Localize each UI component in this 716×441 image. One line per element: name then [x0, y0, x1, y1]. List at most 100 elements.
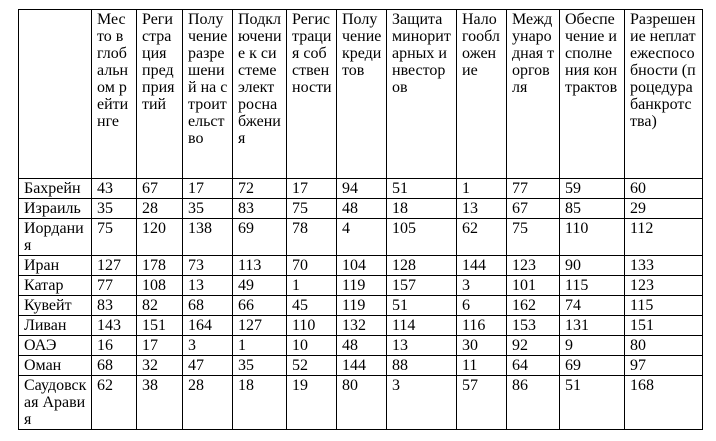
value-cell: 127 [91, 255, 137, 276]
value-cell: 178 [136, 255, 183, 276]
value-cell: 80 [336, 375, 387, 430]
value-cell: 9 [559, 335, 625, 356]
value-cell: 13 [456, 198, 507, 219]
value-cell: 18 [386, 198, 457, 219]
value-cell: 69 [232, 218, 287, 256]
value-cell: 67 [506, 198, 560, 219]
value-cell: 115 [559, 275, 625, 296]
table-row-oman: Оман 68 32 47 35 52 144 88 11 64 69 97 [18, 355, 703, 376]
value-cell: 77 [506, 178, 560, 199]
value-cell: 67 [136, 178, 183, 199]
value-cell: 49 [232, 275, 287, 296]
value-cell: 72 [232, 178, 287, 199]
value-cell: 35 [91, 198, 137, 219]
value-cell: 59 [559, 178, 625, 199]
value-cell: 151 [136, 315, 183, 336]
value-cell: 144 [456, 255, 507, 276]
country-cell: Бахрейн [18, 178, 92, 199]
value-cell: 13 [182, 275, 233, 296]
value-cell: 64 [506, 355, 560, 376]
country-cell: Кувейт [18, 295, 92, 316]
table-row-iran: Иран 127 178 73 113 70 104 128 144 123 9… [18, 255, 703, 276]
value-cell: 75 [91, 218, 137, 256]
value-cell: 77 [91, 275, 137, 296]
column-header-minority-investor-protection: Защита миноритарных инвесторов [386, 9, 457, 179]
value-cell: 82 [136, 295, 183, 316]
value-cell: 28 [136, 198, 183, 219]
value-cell: 164 [182, 315, 233, 336]
value-cell: 10 [286, 335, 337, 356]
value-cell: 83 [91, 295, 137, 316]
value-cell: 13 [386, 335, 457, 356]
value-cell: 119 [336, 275, 387, 296]
value-cell: 73 [182, 255, 233, 276]
column-header-international-trade: Международная торговля [506, 9, 560, 179]
value-cell: 51 [559, 375, 625, 430]
value-cell: 85 [559, 198, 625, 219]
value-cell: 48 [336, 335, 387, 356]
header-row: Место в глобальном рейтинге Регистрация … [18, 9, 703, 179]
value-cell: 57 [456, 375, 507, 430]
value-cell: 51 [386, 178, 457, 199]
value-cell: 17 [182, 178, 233, 199]
value-cell: 4 [336, 218, 387, 256]
value-cell: 123 [624, 275, 703, 296]
table-row-bahrain: Бахрейн 43 67 17 72 17 94 51 1 77 59 60 [18, 178, 703, 199]
value-cell: 133 [624, 255, 703, 276]
country-cell: Оман [18, 355, 92, 376]
value-cell: 74 [559, 295, 625, 316]
value-cell: 115 [624, 295, 703, 316]
column-header-blank [18, 9, 92, 179]
value-cell: 131 [559, 315, 625, 336]
value-cell: 108 [136, 275, 183, 296]
value-cell: 94 [336, 178, 387, 199]
value-cell: 1 [286, 275, 337, 296]
table-row-kuwait: Кувейт 83 82 68 66 45 119 51 6 162 74 11… [18, 295, 703, 316]
value-cell: 110 [559, 218, 625, 256]
value-cell: 60 [624, 178, 703, 199]
value-cell: 105 [386, 218, 457, 256]
value-cell: 143 [91, 315, 137, 336]
value-cell: 30 [456, 335, 507, 356]
table-row-israel: Израиль 35 28 35 83 75 48 18 13 67 85 29 [18, 198, 703, 219]
column-header-insolvency-resolution: Разрешение неплатежеспособности (процеду… [624, 9, 703, 179]
country-cell: Катар [18, 275, 92, 296]
value-cell: 128 [386, 255, 457, 276]
value-cell: 110 [286, 315, 337, 336]
value-cell: 90 [559, 255, 625, 276]
value-cell: 3 [386, 375, 457, 430]
value-cell: 32 [136, 355, 183, 376]
value-cell: 47 [182, 355, 233, 376]
value-cell: 119 [336, 295, 387, 316]
value-cell: 6 [456, 295, 507, 316]
value-cell: 62 [91, 375, 137, 430]
value-cell: 29 [624, 198, 703, 219]
value-cell: 116 [456, 315, 507, 336]
value-cell: 35 [232, 355, 287, 376]
country-cell: Иордания [18, 218, 92, 256]
value-cell: 3 [182, 335, 233, 356]
value-cell: 83 [232, 198, 287, 219]
column-header-property-registration: Регистрация собственности [286, 9, 337, 179]
country-cell: Саудовская Аравия [18, 375, 92, 430]
table-row-uae: ОАЭ 16 17 3 1 10 48 13 30 92 9 80 [18, 335, 703, 356]
value-cell: 123 [506, 255, 560, 276]
value-cell: 35 [182, 198, 233, 219]
value-cell: 92 [506, 335, 560, 356]
value-cell: 68 [91, 355, 137, 376]
value-cell: 70 [286, 255, 337, 276]
value-cell: 66 [232, 295, 287, 316]
value-cell: 80 [624, 335, 703, 356]
value-cell: 78 [286, 218, 337, 256]
value-cell: 17 [286, 178, 337, 199]
value-cell: 51 [386, 295, 457, 316]
column-header-contract-enforcement: Обеспечение исполнения контрактов [559, 9, 625, 179]
table-row-saudi-arabia: Саудовская Аравия 62 38 28 18 19 80 3 57… [18, 375, 703, 430]
value-cell: 86 [506, 375, 560, 430]
value-cell: 144 [336, 355, 387, 376]
value-cell: 75 [286, 198, 337, 219]
value-cell: 38 [136, 375, 183, 430]
value-cell: 112 [624, 218, 703, 256]
column-header-global-rank: Место в глобальном рейтинге [91, 9, 137, 179]
